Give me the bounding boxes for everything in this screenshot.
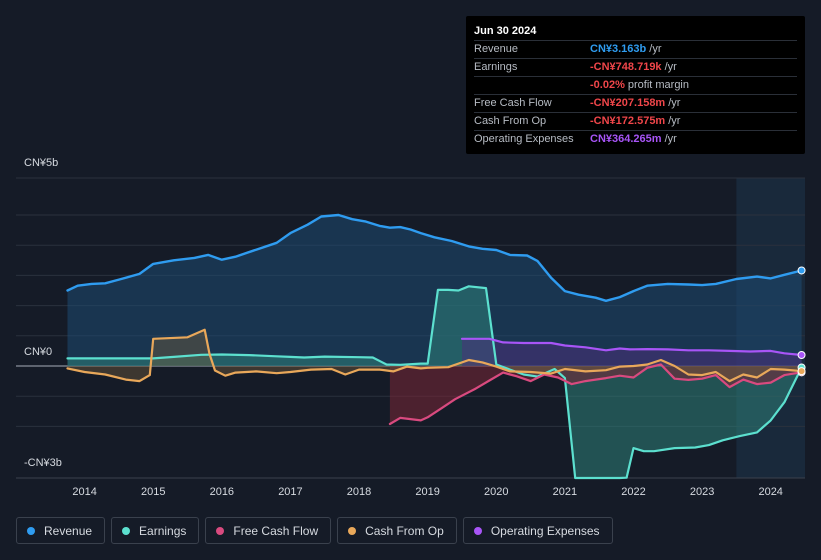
legend-item-free-cash-flow[interactable]: Free Cash Flow xyxy=(205,517,332,544)
line-revenue xyxy=(66,213,803,302)
tooltip-row-label: Earnings xyxy=(474,61,518,73)
legend-item-operating-expenses[interactable]: Operating Expenses xyxy=(462,517,613,544)
end-dot-operating-expenses xyxy=(797,351,806,360)
x-tick-label: 2023 xyxy=(690,486,714,498)
series-end-dots xyxy=(797,266,806,377)
tooltip-row-value: -0.02% xyxy=(590,79,625,91)
tooltip-row: Operating Expenses CN¥364.265m/yr xyxy=(474,131,797,148)
tooltip-date: Jun 30 2024 xyxy=(474,24,797,41)
x-tick-label: 2017 xyxy=(278,486,302,498)
x-tick-label: 2022 xyxy=(621,486,645,498)
area-operating-expenses xyxy=(462,338,802,366)
area-free-cash-flow xyxy=(389,364,802,424)
y-tick-label: -CN¥3b xyxy=(24,457,62,469)
x-tick-label: 2024 xyxy=(758,486,782,498)
tooltip-row-unit: profit margin xyxy=(627,79,689,91)
area-cash-from-op xyxy=(67,329,802,382)
legend-dot-icon xyxy=(473,526,482,535)
axes: CN¥5b CN¥0 -CN¥3b 2014 2015 2016 2017 2018 2019 2… xyxy=(24,157,783,498)
tooltip-row-unit: /yr xyxy=(668,97,681,109)
tooltip-row-value: -CN¥748.719k xyxy=(590,61,662,73)
tooltip-row-label: Free Cash Flow xyxy=(474,97,552,109)
x-tick-label: 2015 xyxy=(141,486,165,498)
series-fills xyxy=(67,215,802,478)
legend-item-earnings[interactable]: Earnings xyxy=(111,517,200,544)
tooltip-row-label: Revenue xyxy=(474,43,519,55)
legend-dot-icon xyxy=(27,526,35,535)
tooltip-row-value: CN¥364.265m xyxy=(590,133,662,145)
tooltip-row-value: CN¥3.163b xyxy=(590,43,647,55)
legend-label: Cash From Op xyxy=(365,523,444,538)
tooltip-row: -0.02% profit margin xyxy=(474,77,797,95)
legend-label: Free Cash Flow xyxy=(233,523,319,538)
legend-dot-icon xyxy=(348,526,357,535)
legend-item-revenue[interactable]: Revenue xyxy=(16,517,106,544)
x-tick-label: 2019 xyxy=(415,486,439,498)
end-dot-revenue xyxy=(797,266,806,275)
y-tick-label: CN¥5b xyxy=(24,157,58,169)
tooltip-row: Cash From Op -CN¥172.575m/yr xyxy=(474,113,797,131)
tooltip-row-value: -CN¥172.575m xyxy=(590,115,666,127)
x-tick-label: 2014 xyxy=(72,486,96,498)
tooltip-row-unit: /yr xyxy=(664,61,677,73)
tooltip: Jun 30 2024 Revenue CN¥3.163b/yr Earnings -… xyxy=(466,16,805,154)
x-tick-label: 2020 xyxy=(484,486,508,498)
tooltip-rows: Revenue CN¥3.163b/yr Earnings -CN¥748.719k /… xyxy=(474,41,797,148)
end-dot-cash-from-op xyxy=(797,367,806,376)
tooltip-row: Earnings -CN¥748.719k/yr xyxy=(474,59,797,77)
x-tick-label: 2018 xyxy=(347,486,371,498)
tooltip-row-label: Cash From Op xyxy=(474,115,547,127)
tooltip-row: Free Cash Flow -CN¥207.158m/yr xyxy=(474,95,797,113)
area-revenue xyxy=(67,215,802,366)
legend: Revenue Earnings Free Cash Flow Cash From O… xyxy=(16,517,619,546)
tooltip-row-unit: /yr xyxy=(664,133,677,145)
area-earnings xyxy=(67,286,802,478)
line-cash-from-op xyxy=(66,328,803,383)
x-tick-label: 2021 xyxy=(553,486,577,498)
legend-dot-icon xyxy=(216,526,225,535)
tooltip-row-label xyxy=(474,77,590,94)
line-earnings xyxy=(66,285,803,480)
tooltip-row-unit: /yr xyxy=(668,115,681,127)
tooltip-row: Revenue CN¥3.163b/yr xyxy=(474,41,797,59)
legend-label: Revenue xyxy=(44,523,93,538)
line-operating-expenses xyxy=(460,337,803,357)
tooltip-row-unit: /yr xyxy=(649,43,662,55)
series-lines xyxy=(66,213,803,480)
legend-label: Earnings xyxy=(139,523,187,538)
line-free-cash-flow xyxy=(388,363,803,426)
legend-dot-icon xyxy=(122,526,131,535)
tooltip-row-label: Operating Expenses xyxy=(474,133,574,145)
tooltip-row-value: -CN¥207.158m xyxy=(590,97,666,109)
legend-item-cash-from-op[interactable]: Cash From Op xyxy=(337,517,457,544)
legend-label: Operating Expenses xyxy=(490,523,600,538)
x-tick-label: 2016 xyxy=(210,486,234,498)
y-tick-label: CN¥0 xyxy=(24,346,52,358)
